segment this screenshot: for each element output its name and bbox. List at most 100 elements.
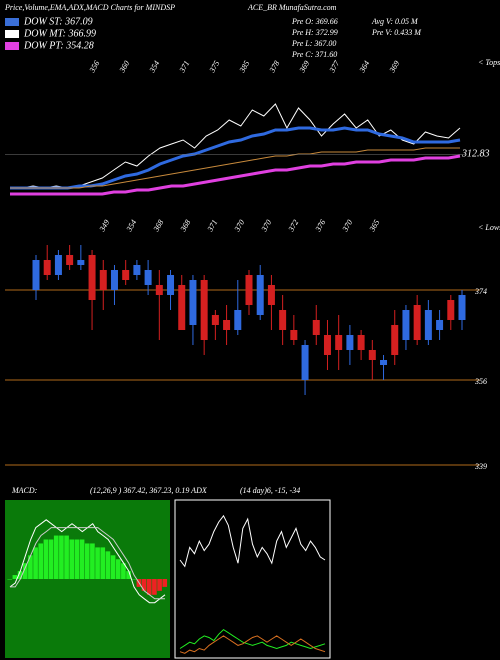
candle-body [279, 310, 287, 330]
candle-body [110, 270, 118, 290]
histogram-bar [59, 535, 64, 579]
candle-body [167, 275, 175, 295]
histogram-bar [7, 579, 13, 580]
low-label: 368 [178, 218, 192, 234]
y-tick-label: 374 [474, 287, 487, 296]
legend-swatch [5, 18, 19, 26]
info-text: Avg V: 0.05 M [371, 17, 419, 26]
histogram-bar [69, 539, 75, 579]
candle-body [43, 260, 51, 275]
histogram-bar [152, 579, 157, 595]
top-label: 375 [207, 59, 221, 75]
page-title: ACE_BR MunafaSutra.com [247, 3, 337, 12]
histogram-bar [84, 543, 90, 579]
candle-body [413, 305, 421, 340]
candle-body [223, 320, 231, 330]
y-tick-label: 339 [474, 462, 487, 471]
low-label: 365 [367, 218, 381, 234]
candle-body [402, 310, 410, 340]
histogram-bar [64, 535, 69, 579]
series-line [10, 126, 461, 190]
histogram-bar [162, 579, 168, 587]
low-label: 370 [340, 218, 354, 234]
top-label: 356 [87, 59, 101, 75]
histogram-bar [17, 571, 23, 579]
candle-body [189, 280, 197, 325]
candle-body [346, 335, 354, 350]
series-line [10, 103, 461, 189]
low-label: 349 [97, 218, 111, 234]
series-line [10, 527, 165, 600]
candle-body [267, 285, 275, 305]
macd-title: MACD: [11, 486, 38, 495]
low-label: 354 [124, 218, 138, 234]
histogram-bar [105, 551, 111, 579]
adx-title: (14 day)6, -15, -34 [240, 486, 300, 495]
histogram-bar [22, 563, 28, 579]
info-text: Pre H: 372.99 [291, 28, 338, 37]
candle-body [133, 265, 141, 275]
candle-body [211, 315, 219, 325]
histogram-bar [74, 539, 80, 579]
top-label: 369 [387, 59, 401, 75]
candle-body [301, 345, 309, 380]
y-tick-label: 312.83 [461, 149, 490, 160]
histogram-bar [146, 579, 152, 595]
candle-body [447, 300, 455, 320]
histogram-bar [157, 579, 162, 591]
candle-body [234, 310, 242, 330]
candle-body [245, 275, 253, 305]
candle-body [200, 280, 208, 340]
legend-swatch [5, 42, 19, 50]
low-label: 372 [286, 218, 300, 234]
candle-body [323, 335, 331, 355]
candle-body [144, 270, 152, 285]
candle-body [335, 335, 343, 350]
y-tick-label: 356 [474, 377, 487, 386]
candle-body [458, 295, 466, 320]
candle-body [178, 285, 186, 330]
histogram-bar [90, 543, 95, 579]
histogram-bar [79, 539, 85, 579]
candle-body [357, 335, 365, 350]
histogram-bar [48, 539, 54, 579]
series-line [10, 147, 460, 189]
candle-body [66, 255, 74, 265]
top-label: 371 [177, 59, 191, 75]
top-label: 364 [357, 59, 371, 75]
top-label: 385 [237, 59, 251, 75]
histogram-bar [115, 559, 121, 579]
low-label: 371 [205, 218, 219, 234]
legend-label: DOW MT: 366.99 [23, 28, 96, 39]
page-title: Price,Volume,EMA,ADX,MACD Charts for MIN… [4, 3, 175, 12]
legend-label: DOW ST: 367.09 [23, 16, 93, 27]
candle-body [88, 255, 96, 300]
candle-body [54, 255, 62, 275]
histogram-bar [38, 543, 44, 579]
top-label: 377 [327, 58, 342, 75]
info-text: Pre O: 369.66 [291, 17, 338, 26]
side-label: < Lows [478, 223, 500, 232]
series-line [179, 514, 326, 568]
candle-body [436, 320, 444, 330]
legend-swatch [5, 30, 19, 38]
histogram-bar [100, 547, 106, 579]
histogram-bar [95, 547, 100, 579]
legend-label: DOW PT: 354.28 [23, 40, 94, 51]
info-text: Pre V: 0.433 M [371, 28, 422, 37]
histogram-bar [110, 555, 116, 579]
top-label: 369 [297, 59, 311, 75]
info-text: Pre L: 367.00 [291, 39, 336, 48]
side-label: < Tops [478, 58, 500, 67]
histogram-bar [121, 563, 126, 579]
candle-body [122, 270, 130, 280]
low-label: 370 [232, 218, 246, 234]
histogram-bar [141, 579, 147, 591]
candle-body [155, 285, 163, 295]
histogram-bar [28, 555, 33, 579]
histogram-bar [131, 579, 137, 580]
macd-params: (12,26,9 ) 367.42, 367.23, 0.19 ADX [90, 486, 208, 495]
candle-body [99, 270, 107, 290]
